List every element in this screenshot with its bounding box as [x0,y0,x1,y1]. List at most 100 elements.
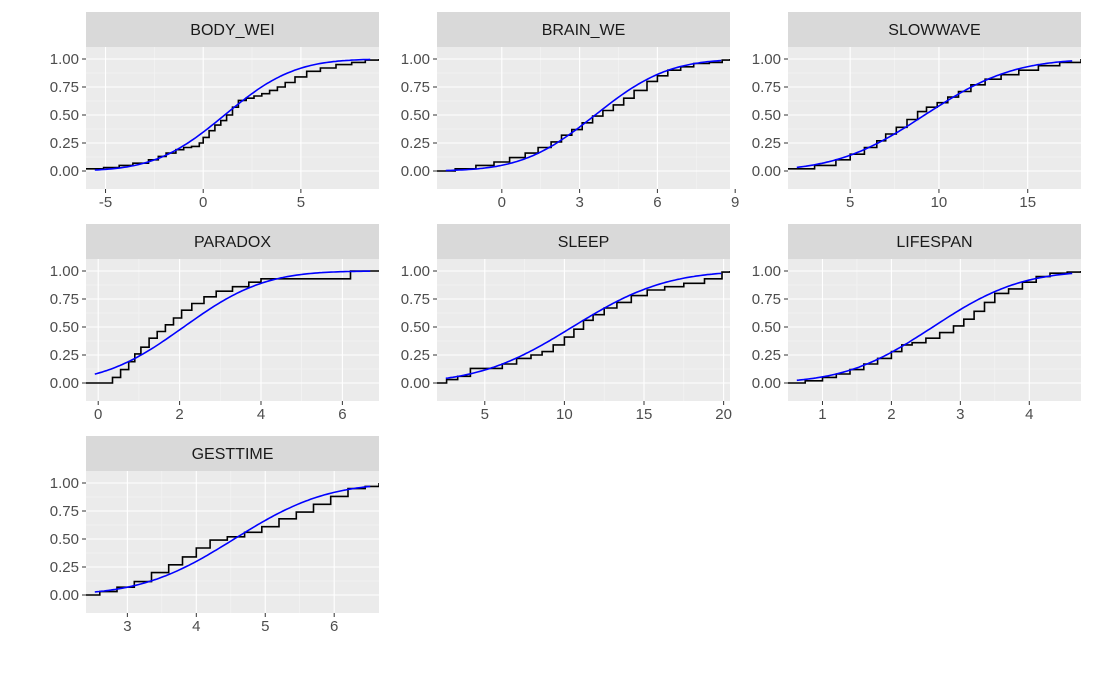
y-tick-label: 0.75 [50,291,79,308]
facet-panel-paradox: PARADOX 0.00 0.25 0.50 0.75 1.00 0 2 4 6 [50,224,379,423]
y-tick-label: 0.50 [50,531,79,548]
y-tick-label: 0.25 [50,135,79,152]
y-tick-label: 0.00 [50,587,79,604]
y-tick-label: 0.25 [752,347,781,364]
ecdf-step-line [437,59,730,172]
fitted-cdf-line [94,58,371,171]
y-tick-label: 0.50 [50,319,79,336]
x-tick-label: 0 [94,406,102,423]
x-tick-label: 5 [261,618,269,635]
y-tick-label: 0.00 [752,163,781,180]
ecdf-step-line [788,59,1081,170]
facet-strip-label: BRAIN_WE [542,22,626,39]
facet-strip [86,224,379,259]
y-tick-label: 0.75 [401,79,430,96]
fitted-cdf-line [94,270,371,375]
y-tick-label: 1.00 [401,51,430,68]
y-tick-label: 0.00 [401,375,430,392]
y-tick-label: 0.50 [50,107,79,124]
x-tick-label: 10 [556,406,573,423]
y-tick-label: 0.25 [401,135,430,152]
x-tick-label: 5 [481,406,489,423]
y-tick-label: 0.75 [752,79,781,96]
facet-strip-label: PARADOX [194,234,271,251]
facet-strip [86,436,379,471]
x-tick-label: 10 [931,194,948,211]
facet-strip [437,224,730,259]
x-tick-label: -5 [99,194,112,211]
y-tick-label: 1.00 [401,263,430,280]
x-tick-label: 15 [1019,194,1036,211]
facet-strip-label: SLOWWAVE [888,22,980,39]
facet-panel-brain-we: BRAIN_WE 0.00 0.25 0.50 0.75 1.00 0 3 6 9 [401,12,739,211]
x-tick-label: 3 [123,618,131,635]
facet-strip [86,12,379,47]
facet-strip-label: BODY_WEI [190,22,274,39]
x-tick-label: 15 [636,406,653,423]
x-tick-label: 5 [846,194,854,211]
y-tick-label: 0.50 [752,107,781,124]
facet-panel-body-wei: BODY_WEI 0.00 0.25 0.50 0.75 1.00 -5 0 5 [50,12,379,211]
x-tick-label: 20 [715,406,732,423]
x-tick-label: 6 [330,618,338,635]
y-tick-label: 0.00 [50,163,79,180]
facet-strip [788,12,1081,47]
y-tick-label: 0.75 [752,291,781,308]
y-tick-label: 0.25 [50,559,79,576]
ecdf-step-line [86,483,379,596]
facet-strip [437,12,730,47]
y-tick-label: 0.75 [50,79,79,96]
x-tick-label: 3 [575,194,583,211]
y-tick-label: 0.00 [401,163,430,180]
ecdf-step-line [788,271,1081,384]
facet-strip-label: SLEEP [558,234,610,251]
y-tick-label: 0.00 [752,375,781,392]
panel-background [86,471,379,613]
y-tick-label: 0.00 [50,375,79,392]
y-tick-label: 1.00 [50,475,79,492]
ecdf-step-line [86,59,379,170]
facet-strip [788,224,1081,259]
x-tick-label: 4 [257,406,265,423]
x-tick-label: 6 [653,194,661,211]
y-tick-label: 0.50 [401,107,430,124]
facet-panel-lifespan: LIFESPAN 0.00 0.25 0.50 0.75 1.00 1 2 3 4 [752,224,1081,423]
x-tick-label: 4 [1025,406,1033,423]
facet-panel-gesttime: GESTTIME 0.00 0.25 0.50 0.75 1.00 3 4 5 6 [50,436,379,635]
y-tick-label: 1.00 [752,263,781,280]
x-tick-label: 1 [818,406,826,423]
fitted-cdf-line [94,485,371,593]
x-tick-label: 0 [498,194,506,211]
x-tick-label: 4 [192,618,200,635]
fitted-cdf-line [445,59,722,172]
y-tick-label: 0.75 [50,503,79,520]
fitted-cdf-line [445,272,722,380]
panel-background [86,259,379,401]
x-tick-label: 0 [199,194,207,211]
y-tick-label: 0.25 [401,347,430,364]
x-tick-label: 2 [175,406,183,423]
y-tick-label: 0.25 [752,135,781,152]
y-tick-label: 0.50 [401,319,430,336]
y-tick-label: 1.00 [50,51,79,68]
y-tick-label: 0.25 [50,347,79,364]
fitted-cdf-line [796,272,1073,382]
x-tick-label: 6 [338,406,346,423]
facet-strip-label: GESTTIME [192,446,274,463]
y-tick-label: 0.50 [752,319,781,336]
y-tick-label: 0.75 [401,291,430,308]
y-tick-label: 1.00 [752,51,781,68]
x-tick-label: 9 [731,194,739,211]
facet-panel-sleep: SLEEP 0.00 0.25 0.50 0.75 1.00 5 10 15 20 [401,224,732,423]
y-tick-label: 1.00 [50,263,79,280]
facet-strip-label: LIFESPAN [896,234,972,251]
panel-background [788,47,1081,189]
facet-panel-slowwave: SLOWWAVE 0.00 0.25 0.50 0.75 1.00 5 10 15 [752,12,1081,211]
x-tick-label: 5 [297,194,305,211]
panel-background [788,259,1081,401]
x-tick-label: 2 [887,406,895,423]
x-tick-label: 3 [956,406,964,423]
ecdf-step-line [86,270,379,384]
fitted-cdf-line [796,60,1073,169]
